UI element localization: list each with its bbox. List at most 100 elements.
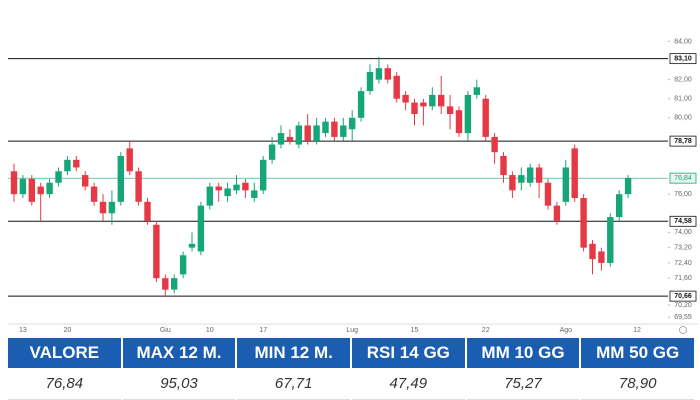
x-tick-label: 17 bbox=[259, 327, 267, 334]
candle-body bbox=[73, 159, 80, 168]
y-tick-label: 80,00 bbox=[674, 115, 692, 122]
candle-body bbox=[313, 125, 320, 141]
candle-body bbox=[509, 175, 516, 191]
x-tick-label: 15 bbox=[411, 327, 419, 334]
candle-body bbox=[535, 167, 543, 183]
candle-body bbox=[464, 94, 472, 134]
y-tick-label: 76,84 bbox=[674, 175, 692, 182]
candle-body bbox=[277, 133, 285, 145]
table-header: MM 10 GG bbox=[466, 338, 580, 368]
y-tick-label: 70,66 bbox=[674, 293, 692, 300]
candle-body bbox=[411, 102, 418, 114]
tick-label-box bbox=[669, 53, 697, 65]
stats-table: VALORE MAX 12 M. MIN 12 M. RSI 14 GG MM 10 G… bbox=[8, 338, 694, 400]
table-value: 47,49 bbox=[351, 368, 465, 400]
candle-body bbox=[589, 243, 596, 260]
candle-body bbox=[491, 136, 498, 153]
y-tick-label: 74,58 bbox=[674, 218, 692, 225]
candle-body bbox=[393, 75, 400, 99]
y-tick-label: 76,00 bbox=[674, 191, 692, 198]
candle-body bbox=[135, 171, 142, 202]
x-tick-label: 20 bbox=[64, 327, 72, 334]
y-tick-label: 71,60 bbox=[674, 275, 692, 282]
table-header: MIN 12 M. bbox=[237, 338, 350, 368]
table-value: 95,03 bbox=[122, 368, 236, 400]
candle-body bbox=[527, 167, 534, 183]
candle-body bbox=[206, 186, 213, 206]
x-tick-label: 22 bbox=[482, 327, 490, 334]
y-tick-label: 81,00 bbox=[674, 96, 692, 103]
candle-body bbox=[553, 205, 561, 221]
x-tick-label: Lug bbox=[346, 327, 358, 334]
candle-body bbox=[331, 121, 338, 137]
table-value: 67,71 bbox=[237, 368, 350, 400]
candle-body bbox=[384, 68, 391, 80]
candle-body bbox=[64, 159, 71, 172]
settings-icon[interactable] bbox=[679, 326, 687, 334]
table-header: MAX 12 M. bbox=[122, 338, 236, 368]
candle-body bbox=[37, 186, 44, 195]
candle-body bbox=[375, 68, 383, 80]
y-tick-label: 72,40 bbox=[674, 260, 692, 267]
chart: 84,00 83,10 82,00 81,00 80,00 78,78 76,84 76,00… bbox=[8, 38, 698, 334]
candle-body bbox=[357, 91, 365, 118]
x-tick-label: Giu bbox=[160, 327, 171, 334]
table-value: 75,27 bbox=[466, 368, 580, 400]
candle-body bbox=[402, 94, 409, 103]
candle-body bbox=[420, 102, 427, 107]
candle-body bbox=[286, 136, 294, 141]
candle-body bbox=[46, 182, 53, 195]
candle-body bbox=[349, 117, 356, 130]
candle-body bbox=[518, 175, 525, 183]
table-value: 76,84 bbox=[8, 368, 121, 400]
tick-label-box bbox=[669, 215, 697, 227]
y-tick-label: 70,20 bbox=[674, 302, 692, 309]
candle-body bbox=[99, 201, 107, 214]
candle-body bbox=[340, 125, 347, 137]
candle-body bbox=[446, 106, 454, 114]
candle-body bbox=[366, 72, 374, 92]
tick-label-box bbox=[669, 135, 697, 147]
y-tick-label: 82,00 bbox=[674, 76, 692, 83]
candle-body bbox=[171, 278, 178, 290]
candle-body bbox=[482, 98, 489, 137]
candle-body bbox=[108, 201, 116, 214]
candle-body bbox=[90, 186, 98, 202]
table-header: MM 50 GG bbox=[581, 338, 694, 368]
y-tick-label: 74,00 bbox=[674, 229, 692, 236]
x-tick-label: 10 bbox=[206, 327, 214, 334]
candle-body bbox=[607, 217, 614, 263]
candle-body bbox=[197, 205, 205, 252]
candle-body bbox=[616, 194, 623, 218]
candle-body bbox=[242, 182, 249, 191]
tick-label-box bbox=[669, 290, 697, 302]
y-tick-label: 84,00 bbox=[674, 38, 692, 45]
candle-body bbox=[251, 190, 258, 198]
candle-body bbox=[162, 278, 169, 290]
candle-body bbox=[224, 188, 231, 197]
candle-body bbox=[153, 224, 160, 279]
candle-body bbox=[304, 125, 311, 141]
y-tick-label: 73,20 bbox=[674, 244, 692, 251]
y-tick-label: 78,78 bbox=[674, 138, 692, 145]
candle-body bbox=[322, 121, 329, 134]
candle-body bbox=[580, 198, 587, 248]
y-tick-label: 83,10 bbox=[674, 55, 692, 62]
candle-body bbox=[19, 178, 27, 195]
x-tick-label: 12 bbox=[633, 327, 641, 334]
candle-body bbox=[82, 175, 89, 187]
candle-body bbox=[295, 125, 302, 145]
candle-body bbox=[126, 148, 133, 172]
y-tick-label: 69,55 bbox=[674, 314, 692, 321]
candle-body bbox=[233, 184, 240, 191]
candle-body bbox=[544, 182, 552, 206]
candle-body bbox=[10, 171, 18, 195]
table-header: RSI 14 GG bbox=[351, 338, 465, 368]
table-header: VALORE bbox=[8, 338, 121, 368]
candle-body bbox=[624, 178, 632, 195]
candle-body bbox=[500, 156, 507, 176]
x-tick-label: Ago bbox=[560, 327, 573, 334]
candle-body bbox=[268, 144, 276, 160]
candle-body bbox=[55, 171, 62, 183]
